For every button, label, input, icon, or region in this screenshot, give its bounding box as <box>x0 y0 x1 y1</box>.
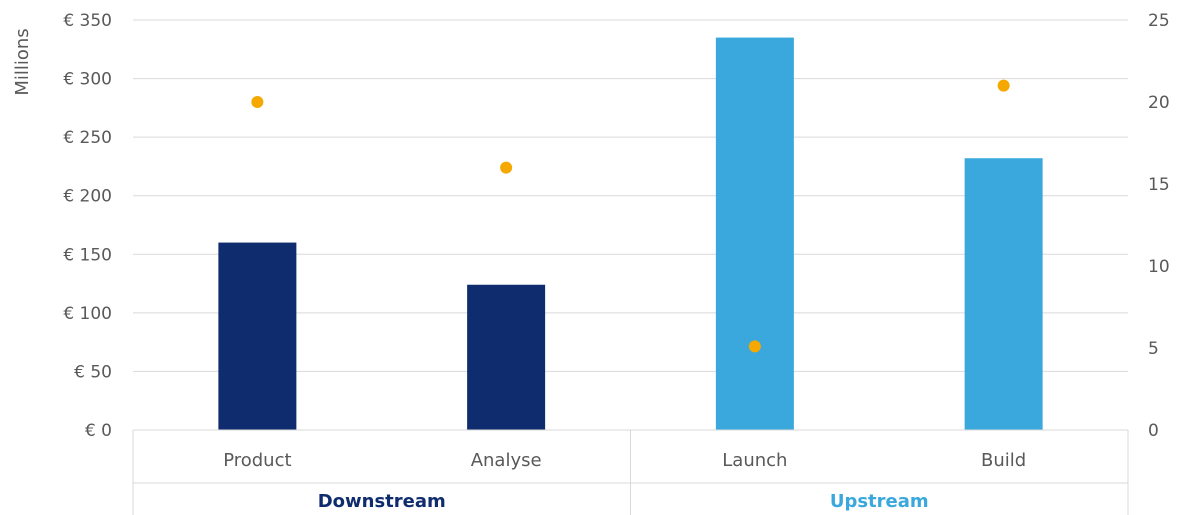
y2-tick-label: 5 <box>1148 339 1159 359</box>
y-tick-label: € 100 <box>63 304 112 324</box>
y2-tick-label: 15 <box>1148 175 1170 195</box>
category-label: Product <box>223 450 291 471</box>
bar-analyse <box>467 284 546 430</box>
y-tick-label: € 300 <box>63 70 112 90</box>
gridlines <box>133 19 1128 372</box>
bar-series <box>218 37 1043 430</box>
y2-tick-label: 25 <box>1148 11 1170 31</box>
y-tick-label: € 150 <box>63 245 112 265</box>
category-label: Build <box>981 450 1026 471</box>
scatter-series <box>251 79 1010 353</box>
y-tick-label: € 200 <box>63 187 112 207</box>
bar-product <box>218 242 297 430</box>
group-labels: Downstream Upstream <box>318 491 929 512</box>
category-labels: Product Analyse Launch Build <box>223 450 1026 471</box>
group-label: Upstream <box>830 491 929 512</box>
y-tick-label: € 0 <box>85 421 112 441</box>
y-tick-label: € 50 <box>74 362 112 382</box>
category-axis <box>132 429 1129 515</box>
category-label: Launch <box>722 450 787 471</box>
y2-tick-label: 20 <box>1148 93 1170 113</box>
y-tick-label: € 350 <box>63 11 112 31</box>
group-label: Downstream <box>318 491 446 512</box>
point-build <box>997 79 1010 92</box>
y-axis-label: Millions <box>12 28 33 95</box>
bar-build <box>964 158 1043 430</box>
point-product <box>251 96 264 108</box>
y-tick-label: € 250 <box>63 128 112 148</box>
y2-tick-label: 0 <box>1148 421 1159 441</box>
point-analyse <box>500 161 513 174</box>
right-axis-ticks: 0 5 10 15 20 25 <box>1148 11 1170 441</box>
bar-launch <box>715 37 794 430</box>
left-axis-ticks: € 0 € 50 € 100 € 150 € 200 € 250 € 300 € 350 <box>63 11 112 441</box>
point-launch <box>748 340 761 353</box>
category-label: Analyse <box>471 450 542 471</box>
y2-tick-label: 10 <box>1148 257 1170 277</box>
